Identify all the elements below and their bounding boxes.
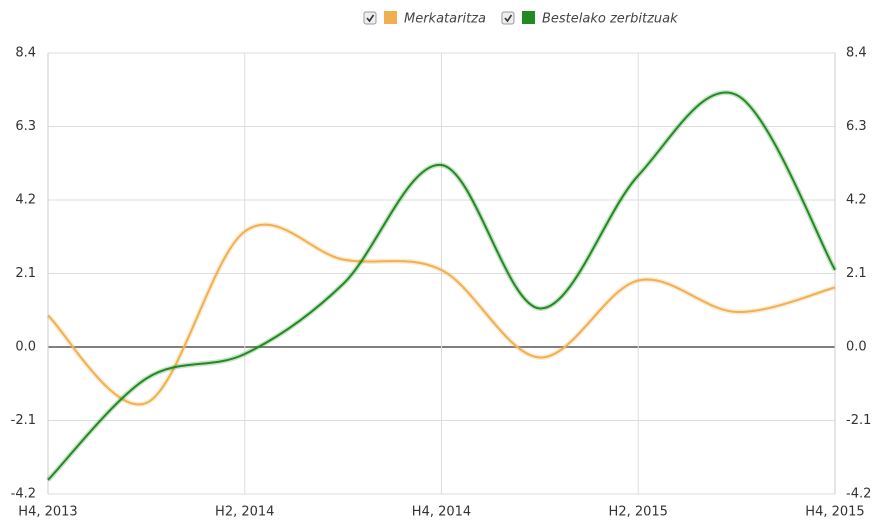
series-line — [47, 91, 836, 481]
y-tick-label: 6.3 — [15, 119, 36, 134]
y-tick-label: 4.2 — [15, 193, 36, 208]
legend-item[interactable]: Merkataritza — [363, 11, 486, 27]
legend-label: Merkataritza — [404, 12, 486, 27]
y-tick-label: 8.4 — [15, 46, 36, 61]
legend-label: Bestelako zerbitzuak — [542, 12, 678, 27]
legend-swatch — [384, 11, 397, 24]
legend-checkbox[interactable] — [501, 11, 515, 25]
y2-tick-label: 8.4 — [846, 46, 867, 61]
legend-check — [504, 14, 513, 23]
x-tick-label: H4, 2015 — [805, 505, 864, 520]
y-tick-label: -2.1 — [11, 413, 36, 428]
legend-item[interactable]: Bestelako zerbitzuak — [501, 11, 678, 27]
series-line — [47, 223, 836, 406]
legend-check — [366, 14, 375, 23]
x-tick-label: H4, 2013 — [18, 505, 77, 520]
y2-tick-label: 6.3 — [846, 119, 867, 134]
y-tick-label: -4.2 — [11, 487, 36, 502]
y2-tick-label: 0.0 — [846, 340, 867, 355]
legend-checkbox[interactable] — [363, 11, 377, 25]
y2-tick-label: 4.2 — [846, 193, 867, 208]
y-tick-label: 0.0 — [15, 340, 36, 355]
y2-tick-label: -2.1 — [846, 413, 871, 428]
y2-tick-label: -4.2 — [846, 487, 871, 502]
y-tick-label: 2.1 — [15, 266, 36, 281]
x-tick-label: H2, 2015 — [609, 505, 668, 520]
x-tick-label: H4, 2014 — [412, 505, 471, 520]
legend-swatch — [521, 11, 535, 24]
y2-tick-label: 2.1 — [846, 266, 867, 281]
x-tick-label: H2, 2014 — [215, 505, 274, 520]
